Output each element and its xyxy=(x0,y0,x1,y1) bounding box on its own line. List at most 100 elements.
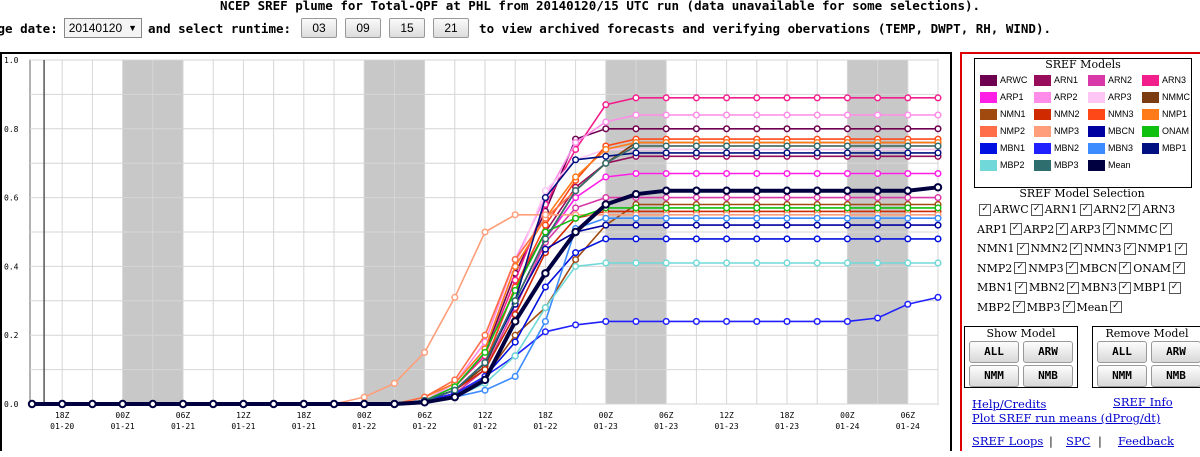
legend-swatch xyxy=(980,125,997,137)
data-point-mbp2 xyxy=(753,259,761,267)
data-point-mbp2 xyxy=(511,352,519,360)
remove-model-title: Remove Model xyxy=(1105,327,1189,340)
data-point-mbn1 xyxy=(783,235,791,243)
data-point-onam xyxy=(481,348,489,356)
legend-item-mbn2: MBN2 xyxy=(1034,141,1088,155)
legend-item-arn1: ARN1 xyxy=(1034,73,1088,87)
data-point-mbp2 xyxy=(783,259,791,267)
legend-label: NMN3 xyxy=(1108,109,1134,119)
data-point-arn2 xyxy=(783,194,791,202)
show-all-button[interactable]: ALL xyxy=(969,341,1019,363)
checkbox-arn3[interactable]: ✓ xyxy=(1128,203,1141,216)
x-tick-date: 01-23 xyxy=(775,422,799,431)
checkbox-nmn3[interactable]: ✓ xyxy=(1123,242,1136,255)
spc-link[interactable]: SPC xyxy=(1066,434,1091,448)
checkbox-nmmc[interactable]: ✓ xyxy=(1159,223,1172,236)
data-point-nmp3 xyxy=(511,211,519,219)
data-point-mbp3 xyxy=(934,142,942,150)
checkbox-mbn1[interactable]: ✓ xyxy=(1014,281,1027,294)
data-point-onam xyxy=(572,214,580,222)
sref-info-link[interactable]: SREF Info xyxy=(1113,395,1173,409)
checkbox-mbn2[interactable]: ✓ xyxy=(1066,281,1079,294)
checkbox-label-mbp1: MBP1 xyxy=(1132,281,1167,294)
remove-nmb-button[interactable]: NMB xyxy=(1151,365,1200,387)
sref-loops-link[interactable]: SREF Loops xyxy=(972,434,1044,448)
data-point-mbp2 xyxy=(843,259,851,267)
data-point-arn3 xyxy=(572,145,580,153)
data-point-arp1 xyxy=(783,169,791,178)
data-point-mbn1 xyxy=(723,235,731,243)
y-tick-label: 0.4 xyxy=(4,262,19,271)
data-point-mbp3 xyxy=(692,142,700,150)
data-point-arwc xyxy=(632,125,640,133)
checkbox-arn1[interactable]: ✓ xyxy=(1030,203,1043,216)
data-point-arn3 xyxy=(783,94,791,102)
remove-arw-button[interactable]: ARW xyxy=(1151,341,1200,363)
data-point-mbp1 xyxy=(541,194,549,202)
legend-label: MBP1 xyxy=(1162,143,1187,153)
checkbox-mbp2[interactable]: ✓ xyxy=(1012,301,1025,314)
y-tick-label: 0.2 xyxy=(4,331,19,340)
remove-all-button[interactable]: ALL xyxy=(1097,341,1147,363)
show-arw-button[interactable]: ARW xyxy=(1023,341,1073,363)
data-point-arn2 xyxy=(692,194,700,202)
selection-row: ARP1 ✓ ARP2 ✓ ARP3 ✓ NMMC ✓ xyxy=(977,220,1190,240)
checkbox-mbn3[interactable]: ✓ xyxy=(1118,281,1131,294)
data-point-mbp2 xyxy=(541,304,549,312)
checkbox-arn2[interactable]: ✓ xyxy=(1079,203,1092,216)
checkbox-nmp3[interactable]: ✓ xyxy=(1065,262,1078,275)
show-nmm-button[interactable]: NMM xyxy=(969,365,1019,387)
checkbox-nmp2[interactable]: ✓ xyxy=(1014,262,1027,275)
data-point-arn3 xyxy=(662,94,670,102)
data-point-mbn3 xyxy=(753,214,761,222)
feedback-link[interactable]: Feedback xyxy=(1118,434,1174,448)
data-point-nmp3 xyxy=(541,211,549,219)
data-point-mbp2 xyxy=(723,259,731,267)
data-point-mbp2 xyxy=(904,259,912,267)
checkbox-nmn2[interactable]: ✓ xyxy=(1070,242,1083,255)
legend-swatch xyxy=(1142,74,1159,86)
x-tick-date: 01-22 xyxy=(352,422,376,431)
x-tick-time: 00Z xyxy=(115,411,130,420)
checkbox-arwc[interactable]: ✓ xyxy=(979,203,991,216)
data-point-arwc xyxy=(843,125,851,133)
data-point-mean xyxy=(722,186,731,195)
x-tick-time: 12Z xyxy=(719,411,734,420)
data-point-mbp3 xyxy=(602,159,610,167)
checkbox-label-mbp2: MBP2 xyxy=(977,300,1011,314)
selection-row: NMP2 ✓ NMP3 ✓ MBCN ✓ ONAM ✓ xyxy=(977,259,1190,279)
runtime-03-button[interactable]: 03 xyxy=(301,18,338,38)
x-tick-date: 01-20 xyxy=(50,422,74,431)
data-point-mbn1 xyxy=(541,283,549,291)
legend-swatch xyxy=(980,108,997,120)
checkbox-mbp3[interactable]: ✓ xyxy=(1062,301,1075,314)
checkbox-onam[interactable]: ✓ xyxy=(1173,262,1186,275)
checkbox-label-nmn2: NMN2 xyxy=(1030,242,1069,255)
legend-label: ONAM xyxy=(1162,126,1189,136)
checkbox-mbp1[interactable]: ✓ xyxy=(1168,281,1181,294)
runtime-09-button[interactable]: 09 xyxy=(345,18,382,38)
checkbox-arp2[interactable]: ✓ xyxy=(1056,223,1069,236)
checkbox-arp1[interactable]: ✓ xyxy=(1009,223,1022,236)
show-nmb-button[interactable]: NMB xyxy=(1023,365,1073,387)
help-credits-link[interactable]: Help/Credits xyxy=(972,397,1047,411)
data-point-mbn2 xyxy=(632,317,640,325)
checkbox-nmp1[interactable]: ✓ xyxy=(1174,242,1187,255)
data-point-mbcn xyxy=(874,221,882,229)
data-point-mean xyxy=(360,399,369,409)
remove-nmm-button[interactable]: NMM xyxy=(1097,365,1147,387)
runtime-21-button[interactable]: 21 xyxy=(433,18,470,38)
checkbox-nmn1[interactable]: ✓ xyxy=(1016,242,1029,255)
data-point-mbp3 xyxy=(481,359,489,367)
legend-swatch xyxy=(1142,91,1159,103)
runtime-15-button[interactable]: 15 xyxy=(389,18,426,38)
checkbox-mbcn[interactable]: ✓ xyxy=(1119,262,1132,275)
data-point-arp2 xyxy=(602,118,610,126)
link-separator: | xyxy=(1049,434,1053,448)
data-point-mbp3 xyxy=(511,297,519,305)
date-select[interactable]: 20140120 ▼ xyxy=(63,18,143,38)
legend-item-arp3: ARP3 xyxy=(1088,90,1142,104)
checkbox-arp3[interactable]: ✓ xyxy=(1102,223,1115,236)
checkbox-mean[interactable]: ✓ xyxy=(1109,301,1122,314)
plot-run-means-link[interactable]: Plot SREF run means (dProg/dt) xyxy=(972,411,1161,425)
